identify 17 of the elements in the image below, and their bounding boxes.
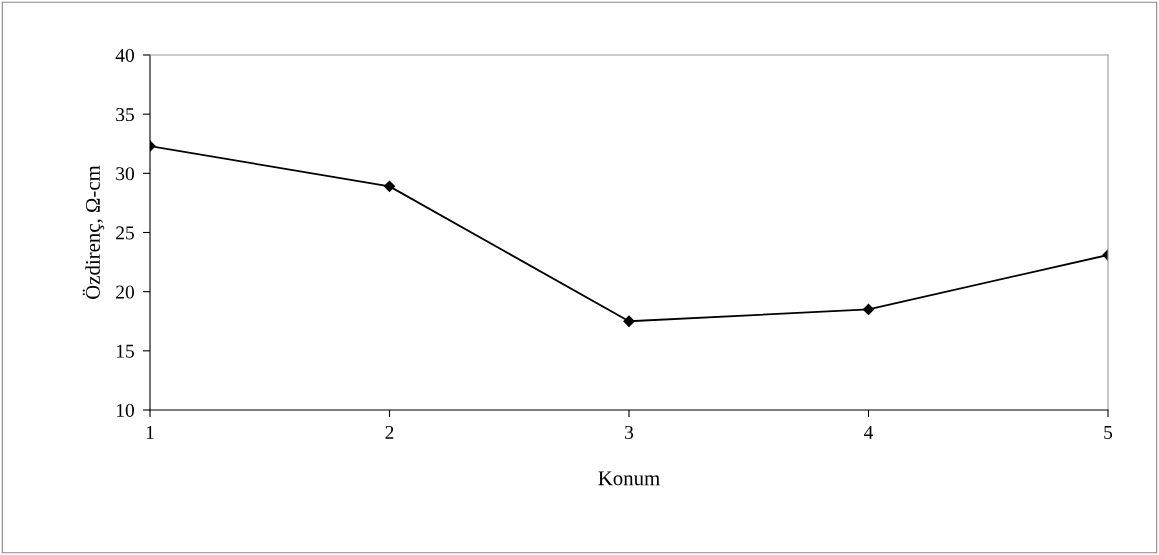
y-tick-label: 30 <box>116 167 134 181</box>
x-tick-label: 1 <box>146 425 154 439</box>
x-axis-title: Konum <box>598 471 660 486</box>
point <box>862 303 875 316</box>
x-tick-label: 4 <box>864 425 874 439</box>
y-tick-label: 35 <box>116 108 134 122</box>
y-tick-label: 25 <box>116 226 134 240</box>
y-axis-title: Özdirenç, Ω-cm <box>82 165 105 299</box>
x-tick-label: 2 <box>385 425 394 439</box>
point <box>383 180 396 192</box>
point <box>623 315 635 327</box>
y-tick-label: 15 <box>116 344 134 358</box>
x-tick-label: 3 <box>625 425 634 439</box>
y-tick-label: 40 <box>115 48 134 62</box>
y-tick-label: 10 <box>116 403 134 417</box>
y-tick-label: 20 <box>116 285 134 299</box>
x-tick-label: 5 <box>1104 426 1113 439</box>
